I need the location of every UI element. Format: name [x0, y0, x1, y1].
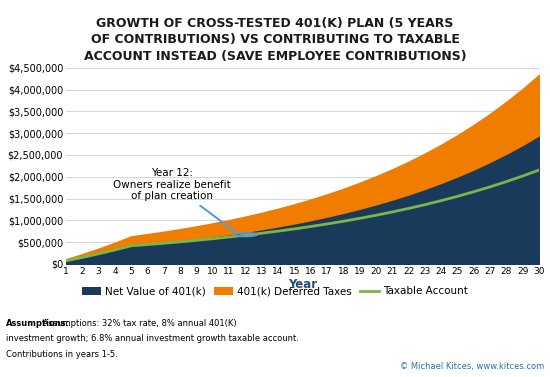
Text: Assumptions:: Assumptions: [6, 319, 69, 328]
Text: Assumptions: 32% tax rate, 8% annual 401(K): Assumptions: 32% tax rate, 8% annual 401… [40, 319, 236, 328]
Text: Contributions in years 1-5.: Contributions in years 1-5. [6, 350, 117, 359]
Text: GROWTH OF CROSS-TESTED 401(K) PLAN (5 YEARS
OF CONTRIBUTIONS) VS CONTRIBUTING TO: GROWTH OF CROSS-TESTED 401(K) PLAN (5 YE… [84, 17, 466, 63]
Text: Year 12:
Owners realize benefit
of plan creation: Year 12: Owners realize benefit of plan … [113, 168, 235, 231]
Text: investment growth; 6.8% annual investment growth taxable account.: investment growth; 6.8% annual investmen… [6, 334, 298, 343]
Text: © Michael Kitces, www.kitces.com: © Michael Kitces, www.kitces.com [400, 362, 544, 371]
Legend: Net Value of 401(k), 401(k) Deferred Taxes, Taxable Account: Net Value of 401(k), 401(k) Deferred Tax… [78, 282, 472, 300]
X-axis label: Year: Year [288, 279, 317, 291]
